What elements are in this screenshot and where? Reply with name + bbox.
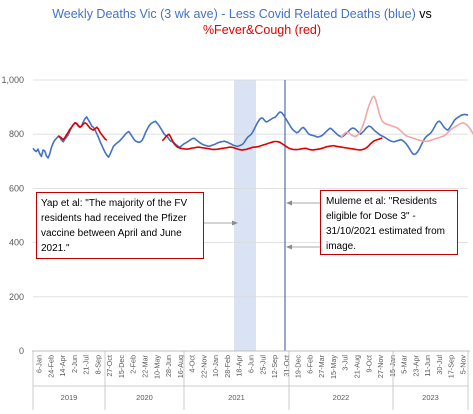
x-tick-label: 27-Oct [105,355,114,377]
x-tick-label: 28-Jun [164,355,173,377]
annotation-muleme-text: Muleme et al: "Residents eligible for Do… [326,196,445,252]
x-tick-label: 10-May [152,355,161,379]
x-tick-label: 12-Sep [270,355,279,378]
x-tick-label: 19-Dec [294,355,303,379]
series-deaths-line [32,111,469,159]
x-tick-label: 6-Jan [35,355,44,373]
x-tick-label: 27-Mar [317,354,326,377]
annotation-muleme: Muleme et al: "Residents eligible for Do… [320,190,458,255]
x-tick-label: 21-Aug [353,355,362,378]
series-layer [32,95,473,159]
x-tick-label: 17-Sep [447,355,456,378]
x-tick-label: 3-Jul [341,355,350,371]
arrow-to-dose3-upper-head [286,200,292,206]
x-tick-label: 14-Apr [58,354,67,376]
x-tick-label: 15-Dec [117,355,126,379]
x-tick-label: 11-Jun [423,355,432,376]
x-tick-label: 9-Oct [364,355,373,373]
x-tick-label: 2-Jun [70,355,79,373]
y-tick-label: 1,000 [1,75,24,85]
x-tick-label: 15-Jan [388,355,397,377]
x-tick-label: 4-Oct [188,355,197,373]
x-axis: 6-Jan 24-Feb 14-Apr 2-Jun 21-Jul 8-Sep 27-Oct 1… [32,351,469,410]
x-tick-label: 10-Jan [211,355,220,377]
y-tick-label: 200 [9,292,24,302]
x-tick-label: 6-Feb [305,355,314,374]
x-tick-label: 6-Jun [247,355,256,373]
x-tick-label: 8-Sep [93,355,102,374]
vaccination-period-band [234,80,256,351]
chart-title-vs: vs [416,7,432,21]
x-tick-label: 5-Nov [459,355,468,375]
year-label: 2021 [228,393,245,402]
x-tick-label: 30-Jul [435,355,444,375]
year-label: 2020 [136,393,153,402]
x-tick-label: 22-Nov [199,355,208,379]
annotation-yap: Yap et al: "The majority of the FV resid… [36,192,204,259]
arrow-to-band-head [232,220,238,226]
x-tick-label: 22-Mar [141,354,150,377]
chart-title-blue: Weekly Deaths Vic (3 wk ave) - Less Covi… [52,7,416,21]
series-fever-cough-later-line [339,95,473,143]
x-tick-label: 15-May [329,355,338,379]
y-tick-label: 400 [9,238,24,248]
annotation-yap-text: Yap et al: "The majority of the FV resid… [41,198,188,254]
chart-title: Weekly Deaths Vic (3 wk ave) - Less Covi… [52,7,432,21]
y-axis: 0 200 400 600 800 1,000 [1,75,24,356]
arrow-to-dose3-lower-head [286,244,292,250]
x-tick-label: 18-Apr [235,354,244,376]
year-label: 2019 [61,393,78,402]
x-tick-label: 21-Jul [82,355,91,375]
x-tick-label: 16-Aug [176,355,185,378]
x-tick-label: 23-Apr [411,354,420,376]
x-tick-label: 31-Oct [282,355,291,377]
x-tick-label: 24-Feb [46,355,55,378]
chart-subtitle: %Fever&Cough (red) [203,23,321,37]
series-fever-cough-line [57,122,383,151]
y-tick-label: 0 [19,346,24,356]
y-tick-label: 600 [9,183,24,193]
x-tick-label: 2-Feb [129,355,138,374]
y-tick-label: 800 [9,129,24,139]
x-tick-label: 5-Mar [400,354,409,373]
year-label: 2023 [422,393,439,402]
x-tick-label: 27-Nov [376,355,385,379]
x-tick-label: 25-Jul [258,355,267,375]
year-label: 2022 [333,393,350,402]
x-tick-label: 28-Feb [223,355,232,378]
